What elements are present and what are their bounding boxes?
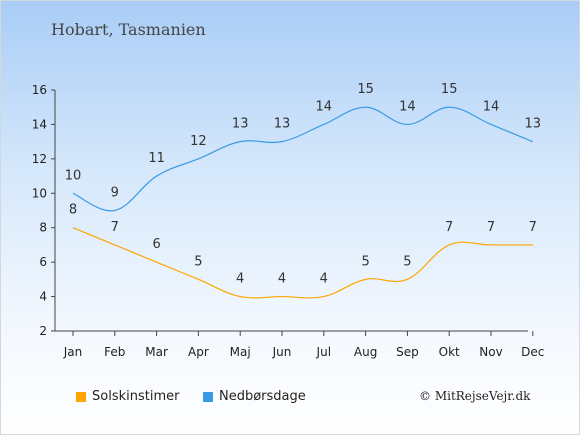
x-tick-label: Nov: [479, 345, 502, 359]
copyright: © MitRejseVejr.dk: [419, 389, 531, 403]
y-tick-label: 14: [32, 117, 47, 131]
x-tick-label: Jul: [316, 345, 331, 359]
y-tick-label: 10: [32, 186, 47, 200]
y-tick-label: 2: [39, 324, 47, 338]
legend-swatch-sun: [76, 391, 86, 402]
data-label-sun: 4: [236, 272, 244, 287]
chart-title: Hobart, Tasmanien: [51, 20, 206, 39]
x-tick-label: Apr: [188, 345, 209, 359]
data-label-rain: 10: [65, 168, 82, 183]
data-label-sun: 5: [194, 254, 202, 269]
y-tick-label: 8: [39, 221, 47, 235]
axes: 2 4 6 8 10 12 14 16 Jan Feb Mar Apr Maj Jun Jul Aug Sep O…: [32, 83, 545, 359]
legend-swatch-rain: [203, 391, 213, 402]
data-label-rain: 12: [190, 134, 207, 149]
legend-item-rain: Nedbørsdage: [203, 389, 306, 404]
legend-label-rain: Nedbørsdage: [219, 389, 306, 404]
x-tick-label: Okt: [439, 345, 460, 359]
data-label-sun: 6: [152, 237, 160, 252]
data-label-rain: 14: [399, 99, 416, 114]
x-tick-label: Mar: [145, 345, 168, 359]
x-tick-label: Sep: [396, 345, 419, 359]
data-label-sun: 5: [403, 254, 411, 269]
legend-item-sun: Solskinstimer: [76, 389, 179, 404]
x-tick-label: Aug: [354, 345, 377, 359]
series-lines: [72, 106, 534, 299]
data-label-rain: 13: [232, 117, 249, 132]
data-label-sun: 7: [487, 220, 495, 235]
data-label-sun: 7: [445, 220, 453, 235]
y-tick-label: 4: [39, 290, 47, 304]
data-label-rain: 14: [316, 99, 333, 114]
data-label-sun: 5: [361, 254, 369, 269]
data-label-sun: 8: [69, 203, 77, 218]
y-tick-label: 6: [39, 255, 47, 269]
data-label-rain: 13: [525, 117, 542, 132]
data-labels: 8 7 6 5 4 4 4 5 5 7 7 7 10 9 11 12 13 13 14 15 14 15 14 13: [65, 82, 541, 286]
data-label-sun: 7: [529, 220, 537, 235]
data-label-rain: 15: [357, 82, 374, 97]
y-tick-label: 16: [32, 83, 47, 97]
x-tick-label: Jan: [63, 345, 83, 359]
data-label-rain: 11: [148, 151, 165, 166]
x-tick-label: Dec: [521, 345, 544, 359]
series-line-rain: [72, 106, 534, 212]
data-label-rain: 9: [111, 186, 119, 201]
series-line-sun: [72, 227, 533, 299]
data-label-sun: 7: [111, 220, 119, 235]
x-tick-label: Maj: [230, 345, 251, 359]
x-tick-label: Jun: [272, 345, 292, 359]
data-label-sun: 4: [320, 272, 328, 287]
legend-label-sun: Solskinstimer: [92, 389, 180, 404]
x-tick-label: Feb: [104, 345, 125, 359]
data-label-sun: 4: [278, 272, 286, 287]
data-label-rain: 13: [274, 117, 291, 132]
y-tick-label: 12: [32, 152, 47, 166]
data-label-rain: 15: [441, 82, 458, 97]
data-label-rain: 14: [483, 99, 500, 114]
